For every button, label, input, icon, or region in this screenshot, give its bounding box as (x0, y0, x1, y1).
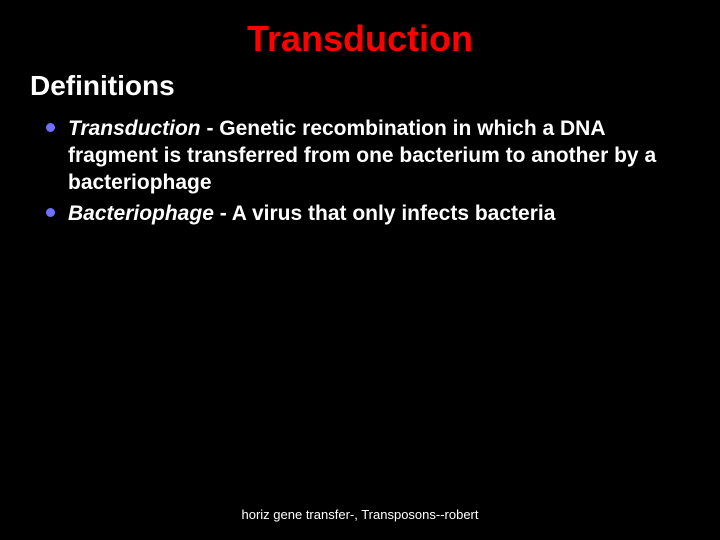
term: Bacteriophage (68, 202, 214, 225)
slide-footer: horiz gene transfer-, Transposons--rober… (0, 507, 720, 522)
term: Transduction (68, 117, 201, 140)
definition-text: Bacteriophage - A virus that only infect… (68, 202, 555, 225)
bullet-icon (46, 208, 55, 217)
list-item: Transduction - Genetic recombination in … (46, 116, 692, 197)
definition-list: Transduction - Genetic recombination in … (28, 116, 692, 228)
slide-subtitle: Definitions (28, 70, 692, 102)
slide-title: Transduction (28, 18, 692, 60)
list-item: Bacteriophage - A virus that only infect… (46, 201, 692, 228)
bullet-icon (46, 123, 55, 132)
definition: - A virus that only infects bacteria (214, 202, 556, 225)
definition-text: Transduction - Genetic recombination in … (68, 117, 656, 194)
slide-container: Transduction Definitions Transduction - … (0, 0, 720, 540)
